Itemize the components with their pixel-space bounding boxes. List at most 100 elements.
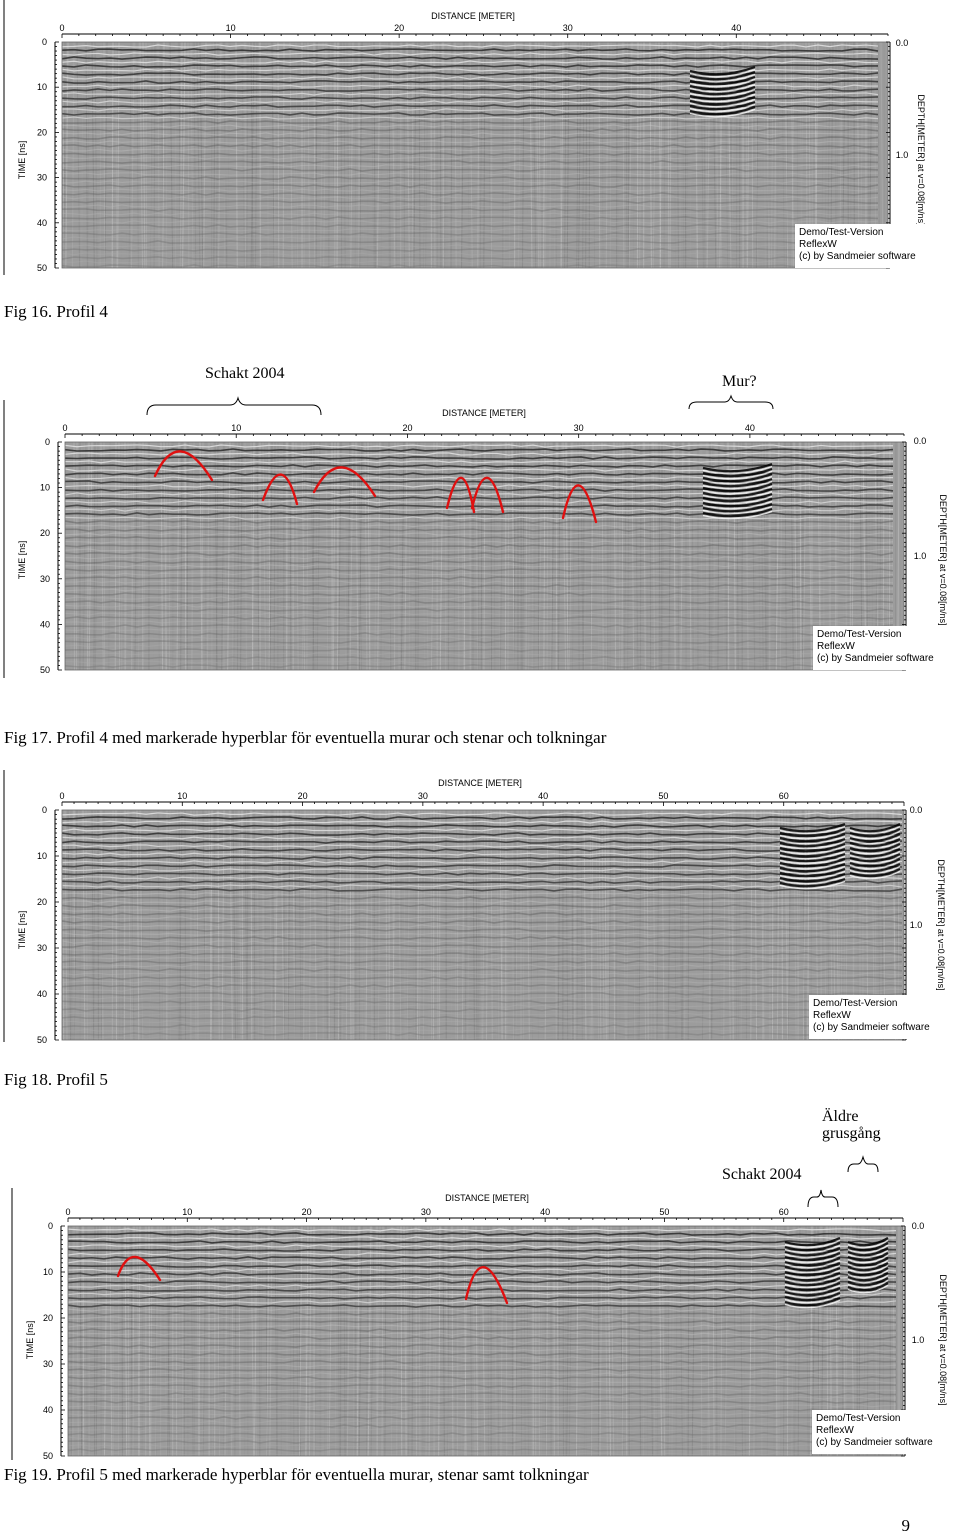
trace-line (89, 1226, 93, 1456)
trace-line (364, 442, 368, 670)
trace-line (610, 1226, 615, 1456)
trace-line (193, 42, 197, 268)
trace-line (102, 1226, 105, 1456)
brace-mur (688, 394, 774, 410)
trace-line (400, 442, 405, 670)
trace-line (425, 1226, 429, 1456)
strong-reflector (779, 822, 846, 833)
strong-reflector (784, 1296, 841, 1307)
reflection-band (68, 1420, 897, 1424)
reflection-band (65, 620, 894, 624)
trace-line (130, 1226, 133, 1456)
trace-line (582, 442, 585, 670)
trace-line (292, 810, 296, 1040)
trace-line (93, 442, 96, 670)
strong-reflector (847, 1252, 889, 1262)
distance-tick-label: 10 (231, 423, 241, 433)
trace-line (791, 42, 795, 268)
trace-line (522, 442, 525, 670)
trace-line (706, 1226, 710, 1456)
trace-line (154, 1226, 157, 1456)
trace-line (287, 810, 291, 1040)
watermark-line: (c) by Sandmeier software (817, 653, 934, 664)
figure-17: Schakt 2004 Mur? DISTANCE [METER] TIME [… (0, 360, 960, 755)
trace-line (418, 810, 423, 1040)
trace-line (105, 442, 108, 670)
strong-reflector-highlight (784, 1259, 841, 1269)
trace-line (100, 810, 105, 1040)
trace-line (669, 42, 672, 268)
trace-line (377, 442, 381, 670)
figure-16: DISTANCE [METER] TIME [ns] DEPTH[METER] … (0, 0, 960, 330)
trace-line (184, 810, 187, 1040)
trace-line (343, 442, 347, 670)
strong-reflector (702, 487, 773, 498)
distance-axis-title: DISTANCE [METER] (445, 1193, 529, 1203)
trace-line (490, 810, 493, 1040)
strong-reflector-highlight (779, 835, 846, 845)
trace-line (178, 1226, 181, 1456)
reflection-band (62, 260, 879, 264)
reflection-band (68, 1404, 897, 1408)
trace-line (667, 442, 672, 670)
trace-line (273, 442, 276, 670)
trace-line (499, 810, 503, 1040)
trace-line (799, 442, 802, 670)
strong-reflector (702, 507, 773, 518)
trace-line (139, 42, 144, 268)
trace-line (190, 42, 194, 268)
reflection-band (65, 448, 894, 452)
trace-line (315, 442, 318, 670)
trace-line (346, 1226, 351, 1456)
trace-line (256, 810, 260, 1040)
trace-line (625, 810, 629, 1040)
trace-line (472, 42, 477, 268)
trace-line (774, 442, 777, 670)
reflection-band (62, 820, 903, 824)
trace-line (85, 42, 88, 268)
trace-line (403, 810, 406, 1040)
trace-line (538, 442, 543, 670)
watermark-line: ReflexW (813, 1010, 851, 1021)
trace-line (292, 42, 297, 268)
reflection-band (62, 880, 903, 884)
annotation-line: Äldre (822, 1108, 859, 1125)
strong-reflector-highlight (689, 98, 756, 108)
distance-tick-label: 40 (540, 1207, 550, 1217)
trace-line (700, 810, 704, 1040)
reflection-band (62, 256, 879, 260)
strong-reflector (779, 827, 846, 838)
trace-line (391, 810, 395, 1040)
depth-tick: 0.0 (896, 38, 909, 48)
strong-reflector-highlight (779, 830, 846, 840)
trace-line (566, 1226, 570, 1456)
reflection-band (68, 1360, 897, 1364)
trace-line (124, 1226, 128, 1456)
trace-line (130, 810, 135, 1040)
reflection-band (62, 840, 903, 844)
strong-reflector-highlight (779, 870, 846, 880)
trace-line (434, 1226, 438, 1456)
trace-line (294, 810, 297, 1040)
reflection-band (62, 236, 879, 240)
trace-line (667, 810, 670, 1040)
trace-line (601, 42, 604, 268)
hyperbola-marker (561, 484, 598, 524)
trace-line (441, 810, 444, 1040)
reflection-band (62, 220, 879, 224)
watermark: Demo/Test-Version ReflexW (c) by Sandmei… (795, 224, 931, 268)
trace-line (636, 810, 639, 1040)
trace-line (387, 1226, 390, 1456)
trace-line (646, 442, 649, 670)
trace-line (766, 1226, 771, 1456)
trace-line (210, 810, 213, 1040)
trace-line (426, 442, 429, 670)
trace-line (201, 442, 204, 670)
trace-line (280, 42, 285, 268)
annotation-schakt-2004: Schakt 2004 (205, 365, 285, 382)
strong-reflector-highlight (779, 860, 846, 870)
trace-line (730, 442, 735, 670)
trace-line (515, 1226, 519, 1456)
trace-line (627, 442, 630, 670)
time-tick-label: 20 (40, 528, 50, 538)
